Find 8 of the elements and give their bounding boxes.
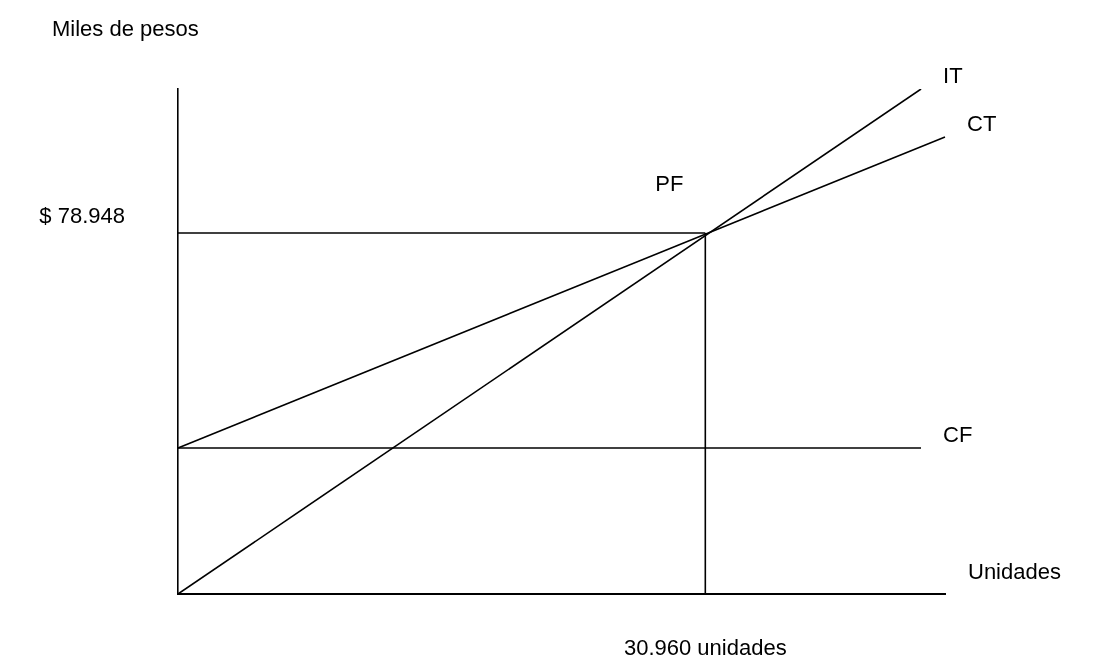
series-label: CF bbox=[943, 422, 973, 448]
text: 30.960 unidades bbox=[623, 635, 787, 661]
x-axis-title: Unidades bbox=[968, 559, 1061, 585]
annotation: PF bbox=[655, 170, 684, 196]
series-label: IT bbox=[943, 63, 963, 89]
text: $ 78.948 bbox=[39, 202, 125, 228]
series-label: CT bbox=[967, 111, 997, 137]
y-axis-title: Miles de pesos bbox=[52, 16, 199, 42]
